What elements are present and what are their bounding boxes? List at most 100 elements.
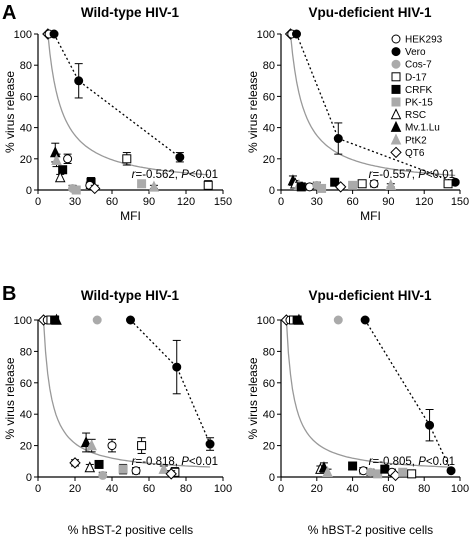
- chart-4-point-crfk: [348, 461, 358, 471]
- chart-2-xtick-label: 60: [346, 196, 358, 208]
- chart-4-ytick-label: 40: [263, 409, 275, 421]
- legend-entry-qt6: QT6: [390, 146, 425, 159]
- chart-3-ytick-label: 60: [20, 378, 32, 390]
- panel-label-a: A: [2, 2, 16, 24]
- chart-1-ytick-label: 0: [26, 185, 32, 197]
- chart-1-ytick-label: 80: [20, 60, 32, 72]
- chart-1-stat-r-value: =-0.562,: [135, 169, 178, 181]
- legend-label-pk-15: PK-15: [405, 98, 433, 109]
- legend-entry-cos-7: Cos-7: [391, 59, 432, 71]
- chart-2-point-ptk2: [385, 178, 397, 191]
- chart-2-stat-p-value: <0.01: [426, 169, 455, 181]
- chart-2-point-crfk: [330, 177, 340, 187]
- chart-3-point-ptk2: [158, 462, 170, 474]
- legend-entry-crfk: CRFK: [391, 84, 433, 96]
- legend-marker-d-17: [391, 72, 401, 82]
- chart-2-point-vero: [292, 29, 302, 39]
- chart-2-point-pk-15: [317, 183, 327, 193]
- chart-1-ytick-label: 60: [20, 91, 32, 103]
- legend-entry-rsc: RSC: [390, 108, 426, 121]
- chart-4-stat-p-value: <0.01: [426, 456, 455, 468]
- chart-3-ylabel: % virus release: [3, 357, 17, 439]
- chart-1-xtick-label: 60: [106, 196, 118, 208]
- chart-3-point-vero: [172, 362, 182, 372]
- chart-2-stat-r-value: =-0.557,: [372, 169, 415, 181]
- chart-1-xtick-label: 120: [177, 196, 195, 208]
- chart-4-point-vero: [425, 420, 435, 430]
- chart-4-point-vero: [446, 466, 456, 476]
- chart-2: Vpu-deficient HIV-1 0 20 40 60 80 100 0 30 60 90 12…: [246, 5, 469, 223]
- chart-3-stat-r-value: =-0.818,: [135, 456, 178, 468]
- chart-1-point-rsc: [54, 171, 66, 183]
- chart-1-xtick-label: 150: [214, 196, 232, 208]
- chart-3-point-mv-1-lu: [80, 436, 92, 448]
- chart-3-stat-p-value: <0.01: [189, 456, 218, 468]
- chart-1-point-qt6: [89, 182, 101, 195]
- chart-2-stat: r=-0.557, P<0.01: [369, 169, 455, 181]
- chart-3-point-rsc: [84, 461, 96, 473]
- chart-1-point-pk-15: [71, 185, 81, 195]
- legend-entry-hek293: HEK293: [391, 34, 443, 46]
- chart-1-point-d-17: [203, 180, 213, 190]
- chart-3-xtick-label: 60: [143, 483, 155, 495]
- chart-3-xtick-label: 100: [214, 483, 232, 495]
- chart-1-point-mv-1-lu: [49, 146, 61, 158]
- legend-entry-pk-15: PK-15: [391, 97, 433, 109]
- legend-marker-hek293: [391, 34, 401, 44]
- chart-2-point-pk-15: [348, 180, 358, 190]
- chart-1-ytick-label: 20: [20, 154, 32, 166]
- chart-2-ytick-label: 20: [263, 154, 275, 166]
- chart-4-fit-curve: [285, 319, 451, 468]
- chart-3-stat: r=-0.818, P<0.01: [132, 456, 218, 468]
- chart-3-point-ptk2: [86, 439, 97, 451]
- chart-3-point-mv-1-lu: [51, 313, 62, 325]
- chart-3-point-vero: [126, 315, 135, 325]
- chart-2-xtick-label: 120: [415, 196, 433, 208]
- legend-entry-ptk2: PtK2: [390, 133, 427, 146]
- chart-3-point-cos-7: [98, 470, 108, 480]
- chart-2-ylabel: % virus release: [246, 71, 260, 153]
- chart-2-ytick-label: 40: [263, 123, 275, 135]
- chart-4-ytick-label: 20: [263, 441, 275, 453]
- chart-2-ytick-label: 80: [263, 60, 275, 72]
- chart-1-point-ptk2: [148, 180, 160, 192]
- chart-1-stat: r=-0.562, P<0.01: [132, 169, 218, 181]
- chart-2-xtick-label: 0: [278, 196, 284, 208]
- chart-3-ytick-label: 20: [20, 441, 32, 453]
- chart-3-xtick-label: 80: [180, 483, 192, 495]
- chart-2-title: Vpu-deficient HIV-1: [308, 5, 432, 20]
- chart-2-fit-curve: [289, 33, 456, 177]
- chart-4-point-d-17: [407, 469, 417, 479]
- legend-entry-d-17: D-17: [391, 72, 427, 83]
- legend-label-mv-1-lu: Mv.1.Lu: [405, 123, 440, 134]
- chart-3-point-hek293: [131, 466, 141, 476]
- legend-marker-qt6: [390, 146, 402, 159]
- chart-1-ytick-label: 40: [20, 123, 32, 135]
- legend-label-rsc: RSC: [405, 110, 426, 121]
- chart-4-ytick-label: 60: [263, 378, 275, 390]
- legend-marker-cos-7: [391, 59, 401, 69]
- chart-3-xtick-label: 40: [106, 483, 118, 495]
- chart-2-point-crfk: [296, 182, 306, 192]
- legend-label-crfk: CRFK: [405, 85, 433, 96]
- chart-4-ylabel: % virus release: [246, 357, 260, 439]
- chart-3-xtick-label: 0: [35, 483, 41, 495]
- chart-1-stat-p-symbol: P: [178, 169, 189, 181]
- chart-2-ytick-label: 0: [269, 185, 275, 197]
- chart-1-ylabel: % virus release: [3, 71, 17, 153]
- chart-2-point-d-17: [357, 179, 367, 189]
- chart-4-ytick-label: 0: [269, 472, 275, 484]
- chart-4-xtick-label: 60: [382, 483, 394, 495]
- legend-marker-crfk: [391, 84, 401, 94]
- chart-1-fit-curve: [47, 33, 209, 176]
- legend-entry-mv-1-lu: Mv.1.Lu: [390, 120, 440, 134]
- chart-4-xtick-label: 20: [311, 483, 323, 495]
- chart-1-point-ptk2: [51, 154, 62, 166]
- chart-3-point-hek293: [107, 441, 117, 451]
- chart-4-xtick-label: 80: [418, 483, 430, 495]
- chart-1-point-vero: [74, 76, 84, 86]
- chart-2-xlabel: MFI: [360, 209, 381, 223]
- legend-label-qt6: QT6: [405, 148, 425, 159]
